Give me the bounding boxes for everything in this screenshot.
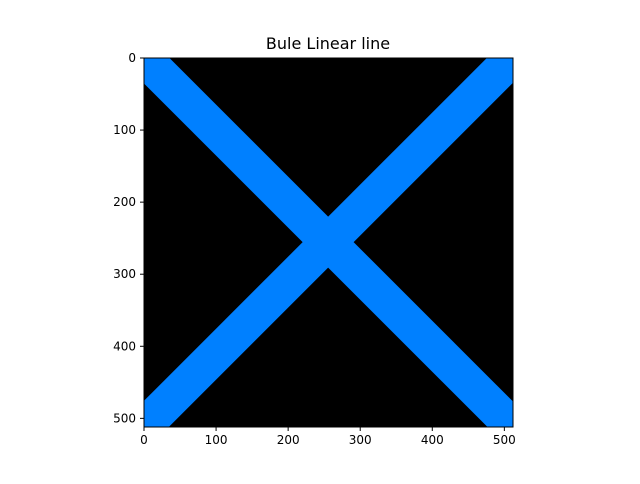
chart-title: Bule Linear line <box>266 34 390 53</box>
x-tick-label: 200 <box>277 433 300 447</box>
x-tick-label: 100 <box>205 433 228 447</box>
blue-line-2 <box>144 58 513 427</box>
axes-frame <box>143 57 514 428</box>
x-axis: 0 100 200 300 400 500 <box>140 427 516 447</box>
x-tick-label: 300 <box>349 433 372 447</box>
y-tick-label: 200 <box>113 195 136 209</box>
x-tick-label: 0 <box>140 433 148 447</box>
y-tick-label: 100 <box>113 123 136 137</box>
y-axis: 0 100 200 300 400 500 <box>113 51 144 425</box>
x-tick-label: 500 <box>493 433 516 447</box>
y-tick-label: 500 <box>113 411 136 425</box>
x-tick-label: 400 <box>421 433 444 447</box>
y-tick-label: 300 <box>113 267 136 281</box>
y-tick-label: 400 <box>113 339 136 353</box>
lines-group <box>144 58 513 427</box>
y-tick-label: 0 <box>128 51 136 65</box>
